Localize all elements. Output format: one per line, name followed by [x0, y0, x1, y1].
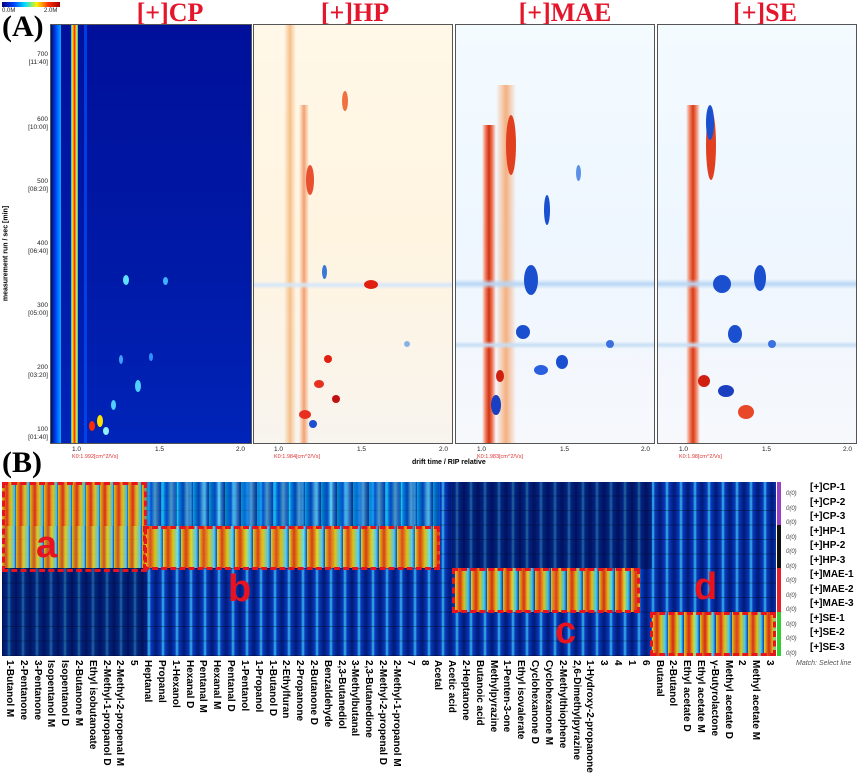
- row-label: 0(0) [+]HP-1: [786, 525, 846, 541]
- x-tick: 1.5: [155, 446, 165, 453]
- sample-title-mae: [+]MAE: [518, 0, 612, 27]
- ko-label-cp: K0:1.992[cm^2/Vs]: [72, 454, 118, 460]
- row-label: 0(0) [+]MAE-1: [786, 569, 854, 584]
- x-tick: 1.5: [357, 446, 367, 453]
- region-label-b: b: [228, 568, 252, 610]
- x-tick: 1.5: [762, 446, 772, 453]
- row-label: 0(0) [+]SE-2: [786, 627, 845, 642]
- color-scale-bar: [2, 2, 60, 7]
- y-tick: 200 [03:20]: [28, 364, 48, 379]
- compound-label: 3: [764, 660, 776, 666]
- compound-label: 2-Methyl-2-propenal M: [114, 660, 126, 767]
- compound-label: Methyl acetate M: [750, 660, 762, 741]
- spectrum-hp: [253, 24, 453, 444]
- y-axis-label: measurement run / sec [min]: [2, 205, 10, 302]
- row-label: 0(0) [+]HP-3: [786, 554, 846, 570]
- panel-a-letter: (A): [2, 10, 44, 43]
- match-select-line-link[interactable]: Match: Select line: [796, 660, 852, 667]
- x-tick: 1.0: [477, 446, 487, 453]
- row-label: 0(0) [+]CP-2: [786, 496, 846, 512]
- scale-min-label: 0.0M: [2, 8, 16, 14]
- ko-label-se: K0:1.98[cm^2/Vs]: [679, 454, 722, 460]
- ko-label-hp: K0:1.984[cm^2/Vs]: [274, 454, 320, 460]
- spectrum-mae: [455, 24, 655, 444]
- row-label: 0(0) [+]HP-2: [786, 540, 846, 555]
- row-label: 0(0) [+]SE-1: [786, 612, 845, 628]
- compound-label: 1: [625, 660, 637, 666]
- y-tick: 700 [11:40]: [28, 51, 48, 66]
- row-label: 0(0) [+]CP-3: [786, 511, 846, 526]
- region-box-a: [2, 482, 147, 572]
- scale-max-label: 2.0M: [44, 8, 58, 14]
- x-tick: 1.0: [72, 446, 82, 453]
- spectrum-se: [657, 24, 857, 444]
- ko-label-mae: K0:1.983[cm^2/Vs]: [477, 454, 523, 460]
- y-tick: 400 [06:40]: [28, 240, 48, 255]
- compound-label: Methyl acetate D: [722, 660, 734, 739]
- region-label-c: c: [555, 610, 577, 652]
- region-label-a: a: [36, 524, 58, 566]
- x-tick: 2.0: [236, 446, 246, 453]
- x-tick: 1.0: [679, 446, 689, 453]
- row-label: 0(0) [+]MAE-2: [786, 583, 854, 599]
- region-box-d: [650, 612, 776, 656]
- y-tick: 500 [08:20]: [28, 178, 48, 193]
- compound-label: 7: [404, 660, 416, 666]
- y-tick: 300 [05:00]: [28, 302, 48, 317]
- x-tick: 1.5: [560, 446, 570, 453]
- sample-title-cp: [+]CP: [136, 0, 204, 27]
- sample-title-hp: [+]HP: [320, 0, 390, 27]
- y-tick: 600 [10:00]: [28, 116, 48, 131]
- x-tick: 1.0: [274, 446, 284, 453]
- compound-label: 4: [612, 660, 624, 666]
- spectrum-cp: [50, 24, 252, 444]
- y-tick: 100 [01:40]: [28, 426, 48, 441]
- compound-label: 2-Methyl-1-propanol M: [390, 660, 402, 767]
- compound-label: 1-Hydroxy-2-propanone: [584, 660, 596, 773]
- group-color-strip: [777, 482, 781, 656]
- x-tick: 2.0: [641, 446, 651, 453]
- region-box-b: [143, 526, 440, 570]
- row-label: 0(0) [+]CP-1: [786, 482, 846, 497]
- region-label-d: d: [694, 566, 718, 608]
- x-tick: 2.0: [439, 446, 449, 453]
- x-axis-label: drift time / RIP relative: [412, 459, 486, 466]
- compound-label: 3: [598, 660, 610, 666]
- x-tick: 2.0: [843, 446, 853, 453]
- row-label: 0(0) [+]SE-3: [786, 641, 845, 657]
- region-box-c: [452, 568, 640, 613]
- panel-b-letter: (B): [2, 446, 42, 479]
- row-label: 0(0) [+]MAE-3: [786, 598, 854, 613]
- sample-title-se: [+]SE: [733, 0, 797, 27]
